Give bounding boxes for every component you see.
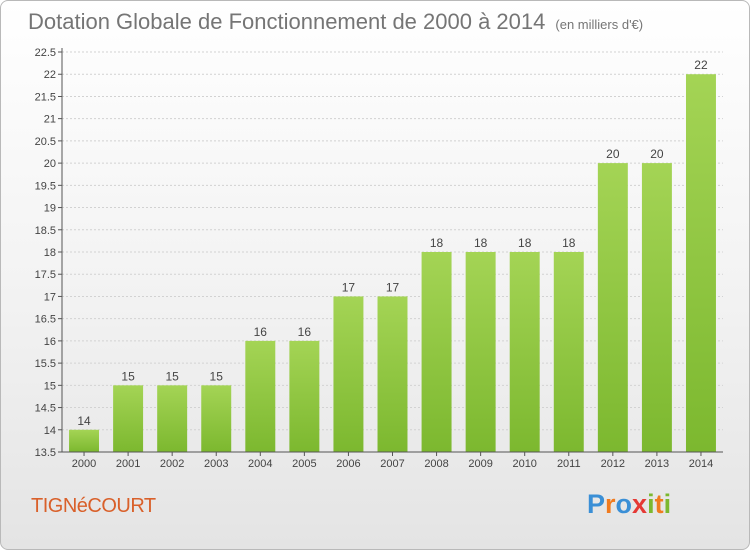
y-tick-label: 18.5 xyxy=(35,225,56,237)
bar-value-label: 14 xyxy=(77,414,91,428)
y-tick-label: 14.5 xyxy=(35,403,56,415)
x-tick-label: 2008 xyxy=(424,458,448,470)
x-tick-label: 2010 xyxy=(512,458,536,470)
bar-value-label: 18 xyxy=(474,236,488,250)
x-tick-label: 2002 xyxy=(160,458,184,470)
bar xyxy=(245,340,276,452)
x-tick-label: 2006 xyxy=(336,458,360,470)
y-tick-label: 16.5 xyxy=(35,314,56,326)
y-tick-label: 17 xyxy=(44,291,56,303)
y-tick-label: 13.5 xyxy=(35,447,56,459)
bar xyxy=(509,252,540,452)
logo-letter: i xyxy=(647,489,655,519)
bar-value-label: 17 xyxy=(342,280,356,294)
logo-letter: x xyxy=(632,489,648,519)
bar xyxy=(641,163,672,452)
x-tick-label: 2004 xyxy=(248,458,272,470)
logo-letter: t xyxy=(654,489,664,519)
logo-letter: i xyxy=(663,489,672,519)
x-tick-label: 2014 xyxy=(689,458,713,470)
y-tick-label: 18 xyxy=(44,247,56,259)
bar-value-label: 15 xyxy=(121,369,135,383)
y-tick-label: 19.5 xyxy=(35,180,56,192)
logo-letter: r xyxy=(605,489,616,519)
bar xyxy=(289,340,320,452)
x-tick-label: 2003 xyxy=(204,458,228,470)
chart-title: Dotation Globale de Fonctionnement de 20… xyxy=(28,9,643,35)
bar xyxy=(597,163,628,452)
y-tick-label: 20.5 xyxy=(35,136,56,148)
y-tick-label: 14 xyxy=(44,425,56,437)
bar-value-label: 18 xyxy=(562,236,576,250)
y-tick-label: 20 xyxy=(44,158,56,170)
bar-value-label: 16 xyxy=(298,325,312,339)
commune-name: TIGNéCOURT xyxy=(31,495,156,517)
bar-value-label: 17 xyxy=(386,280,400,294)
bar xyxy=(421,252,452,452)
bar-value-label: 18 xyxy=(430,236,444,250)
y-tick-label: 15 xyxy=(44,380,56,392)
bar xyxy=(201,385,232,452)
bar xyxy=(465,252,496,452)
axes xyxy=(58,48,723,456)
logo-letter: o xyxy=(615,489,633,519)
bar-value-label: 15 xyxy=(165,369,179,383)
proxiti-logo: Proxiti xyxy=(587,489,671,520)
bar-value-label: 15 xyxy=(210,369,224,383)
x-tick-label: 2009 xyxy=(468,458,492,470)
bar xyxy=(113,385,144,452)
bar xyxy=(685,74,716,452)
bar xyxy=(333,296,364,452)
y-tick-label: 22 xyxy=(44,69,56,81)
y-tick-label: 19 xyxy=(44,203,56,215)
x-tick-label: 2013 xyxy=(645,458,669,470)
logo-letter: P xyxy=(587,489,606,519)
bar xyxy=(553,252,584,452)
bar-value-label: 20 xyxy=(606,147,620,161)
bar xyxy=(69,429,100,452)
y-tick-label: 16 xyxy=(44,336,56,348)
x-tick-label: 2005 xyxy=(292,458,316,470)
y-tick-label: 21 xyxy=(44,114,56,126)
y-tick-label: 21.5 xyxy=(35,91,56,103)
x-tick-label: 2011 xyxy=(557,458,581,470)
y-tick-label: 22.5 xyxy=(35,47,56,59)
x-tick-label: 2012 xyxy=(601,458,625,470)
bar xyxy=(377,296,408,452)
bar xyxy=(157,385,188,452)
x-tick-label: 2007 xyxy=(380,458,404,470)
x-tick-label: 2001 xyxy=(116,458,140,470)
x-tick-label: 2000 xyxy=(72,458,96,470)
chart-title-text: Dotation Globale de Fonctionnement de 20… xyxy=(28,9,546,34)
y-tick-label: 15.5 xyxy=(35,358,56,370)
bar-value-label: 16 xyxy=(254,325,268,339)
bars xyxy=(69,74,716,452)
chart-subtitle: (en milliers d'€) xyxy=(555,17,644,32)
y-tick-label: 17.5 xyxy=(35,269,56,281)
bar-value-label: 18 xyxy=(518,236,532,250)
labels: 13.5 14 14.5 15 15.5 16 16.5 17 17.5 18 18.5 19 19.5… xyxy=(35,47,714,470)
bar-value-label: 22 xyxy=(694,58,708,72)
bar-value-label: 20 xyxy=(650,147,664,161)
